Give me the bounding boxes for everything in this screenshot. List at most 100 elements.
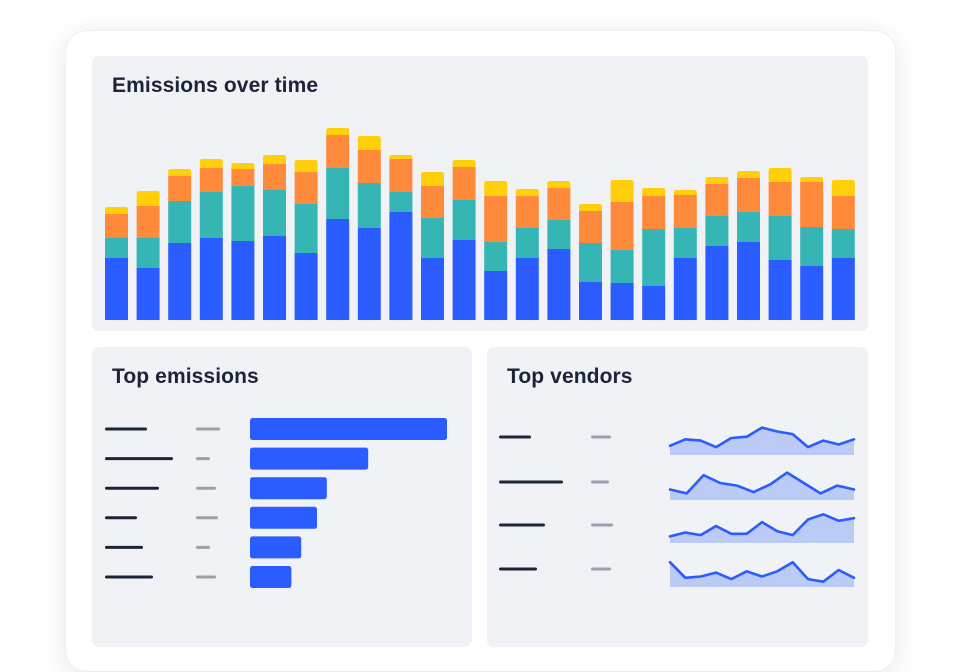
emissions-bar-segment-blue	[673, 258, 697, 320]
emissions-bar-segment-yellow	[199, 159, 223, 168]
vendor-value-placeholder	[591, 567, 611, 571]
emissions-bar-segment-yellow	[326, 128, 350, 135]
emissions-bar-segment-teal	[326, 168, 350, 219]
emissions-bar-segment-orange	[768, 182, 792, 216]
emissions-bar-segment-blue	[105, 258, 128, 320]
emissions-bar	[452, 160, 476, 320]
emissions-bar	[199, 159, 223, 320]
row-value-placeholder	[196, 516, 218, 520]
vendor-sparkline-line	[668, 426, 856, 449]
emissions-bar-segment-teal	[768, 216, 792, 260]
emissions-bar-segment-yellow	[673, 190, 697, 195]
top-vendors-row	[499, 513, 856, 543]
emissions-bar-segment-orange	[136, 206, 160, 238]
emissions-bar-segment-orange	[610, 202, 634, 250]
emissions-bar-segment-blue	[168, 243, 192, 320]
emissions-bar-segment-orange	[737, 178, 760, 212]
emissions-bar-segment-yellow	[484, 181, 508, 196]
emissions-bar-segment-yellow	[105, 207, 128, 214]
row-label-placeholder	[105, 427, 147, 431]
emissions-bar-segment-yellow	[831, 180, 855, 196]
emissions-bar	[484, 181, 508, 320]
emissions-bar	[515, 189, 539, 320]
emissions-bar-segment-orange	[357, 150, 381, 183]
emissions-bar	[705, 177, 729, 320]
emissions-bar-segment-yellow	[579, 204, 602, 211]
vendor-name-placeholder	[499, 480, 563, 484]
emissions-bar-segment-blue	[357, 228, 381, 320]
emissions-bar-segment-blue	[389, 212, 413, 320]
emissions-bar-segment-teal	[579, 243, 602, 282]
emissions-bar-segment-yellow	[389, 155, 413, 159]
emissions-bar-segment-orange	[263, 164, 286, 190]
emissions-bar-segment-orange	[800, 182, 824, 227]
top-vendors-title: Top vendors	[507, 365, 633, 388]
emissions-bar	[579, 204, 602, 320]
vendor-name-placeholder	[499, 567, 537, 571]
emissions-bar	[168, 169, 192, 320]
vendor-value-placeholder	[591, 523, 613, 527]
top-vendors-row	[499, 560, 856, 587]
emissions-bar	[136, 191, 160, 320]
emissions-bar-segment-orange	[515, 196, 539, 228]
emissions-bar-segment-orange	[484, 196, 508, 242]
emissions-bar-segment-blue	[768, 260, 792, 320]
emissions-bar-segment-blue	[705, 246, 729, 320]
emissions-bar-segment-orange	[231, 169, 255, 186]
emissions-stacked-bar-chart	[105, 128, 855, 320]
emissions-bar-segment-teal	[484, 242, 508, 271]
emissions-bar-segment-orange	[642, 196, 666, 229]
emissions-bar	[389, 155, 413, 320]
emissions-bar-segment-yellow	[515, 189, 539, 196]
emissions-bar-segment-teal	[231, 186, 255, 241]
emissions-bar-segment-teal	[831, 229, 855, 258]
top-emissions-bar	[250, 566, 292, 588]
top-emissions-bar-chart	[105, 418, 447, 588]
top-emissions-row	[105, 477, 327, 500]
emissions-bar-segment-orange	[199, 168, 223, 192]
top-emissions-bar	[250, 536, 302, 559]
emissions-bar-segment-blue	[421, 258, 444, 320]
emissions-bar-segment-orange	[105, 214, 128, 238]
emissions-bar-segment-blue	[136, 268, 160, 320]
emissions-bar-segment-teal	[357, 183, 381, 228]
emissions-bar-segment-teal	[389, 192, 413, 212]
emissions-bar-segment-blue	[547, 249, 571, 320]
emissions-bar-segment-orange	[326, 135, 350, 168]
emissions-bar-segment-blue	[452, 240, 476, 320]
emissions-bar-segment-yellow	[294, 160, 318, 172]
emissions-bar	[673, 190, 697, 320]
top-emissions-title: Top emissions	[112, 365, 259, 388]
emissions-bar-segment-teal	[421, 218, 444, 258]
emissions-bar-segment-teal	[199, 192, 223, 238]
emissions-bar-segment-orange	[547, 188, 571, 220]
vendor-sparkline-area	[670, 472, 854, 500]
emissions-bar-segment-yellow	[642, 188, 666, 196]
emissions-bar-segment-blue	[326, 219, 350, 320]
top-emissions-bar	[250, 418, 447, 440]
emissions-bar	[421, 172, 444, 320]
row-value-placeholder	[196, 575, 216, 579]
emissions-bar-segment-yellow	[737, 171, 760, 178]
emissions-bar-segment-blue	[800, 266, 824, 320]
emissions-bar-segment-orange	[421, 186, 444, 218]
row-label-placeholder	[105, 486, 159, 490]
emissions-bar-segment-teal	[705, 216, 729, 246]
emissions-bar-segment-blue	[484, 271, 508, 320]
top-emissions-bar	[250, 506, 317, 529]
emissions-bar-segment-teal	[136, 238, 160, 268]
top-emissions-panel: Top emissions	[92, 347, 472, 647]
vendor-value-placeholder	[591, 435, 611, 439]
row-value-placeholder	[196, 545, 210, 549]
emissions-bar-segment-yellow	[231, 163, 255, 169]
emissions-bar-segment-blue	[642, 286, 666, 320]
emissions-bar-segment-teal	[642, 229, 666, 286]
emissions-bar-segment-orange	[673, 195, 697, 228]
emissions-bar-segment-orange	[452, 167, 476, 200]
vendor-sparkline-line	[668, 471, 856, 495]
emissions-over-time-title: Emissions over time	[112, 74, 319, 97]
emissions-bar	[547, 181, 571, 320]
emissions-bar	[642, 188, 666, 320]
top-vendors-panel: Top vendors	[487, 347, 868, 647]
emissions-bar-segment-teal	[737, 212, 760, 242]
